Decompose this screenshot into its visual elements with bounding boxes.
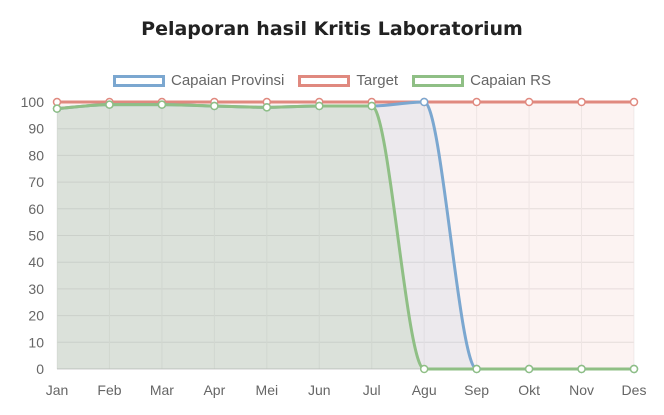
series-points [52, 97, 639, 374]
y-tick-label: 20 [28, 308, 44, 324]
x-tick-label: Nov [569, 382, 594, 398]
legend-item-target[interactable]: Target [298, 72, 398, 89]
legend-label: Capaian RS [470, 72, 551, 89]
x-tick-label: Des [622, 382, 647, 398]
x-tick-label: Jun [308, 382, 331, 398]
data-point-capaian-rs[interactable] [524, 364, 534, 374]
y-tick-label: 40 [28, 254, 44, 270]
x-axis-ticks: Jan Feb Mar Apr Mei Jun Jul Agu Sep Okt Nov Des [46, 382, 647, 398]
y-axis-ticks: 0 10 20 30 40 50 60 70 80 90 100 [21, 94, 45, 377]
data-point-target[interactable] [629, 97, 639, 107]
y-tick-label: 70 [28, 174, 44, 190]
data-point-target[interactable] [524, 97, 534, 107]
data-point-capaian-rs[interactable] [367, 101, 376, 111]
legend-swatch [298, 74, 351, 87]
x-tick-label: Mar [150, 382, 174, 398]
data-point-target[interactable] [577, 97, 586, 107]
data-point-target[interactable] [472, 97, 481, 107]
data-point-capaian-rs[interactable] [577, 364, 586, 374]
y-tick-label: 100 [21, 94, 45, 110]
data-point-capaian-rs[interactable] [262, 103, 272, 112]
series-area-target [57, 102, 634, 369]
series-area-capaian-provinsi [57, 102, 634, 369]
data-point-capaian-rs[interactable] [419, 364, 429, 374]
data-point-capaian-rs[interactable] [210, 101, 219, 111]
x-tick-label: Agu [412, 382, 437, 398]
data-point-capaian-rs[interactable] [629, 364, 639, 374]
x-tick-label: Sep [464, 382, 489, 398]
series-fills [57, 102, 634, 370]
chart-legend: Capaian Provinsi Target Capaian RS [0, 72, 664, 89]
x-tick-label: Feb [97, 382, 121, 398]
series-area-capaian-rs [57, 104, 634, 370]
y-tick-label: 10 [28, 334, 44, 350]
x-tick-label: Apr [203, 382, 225, 398]
data-point-capaian-rs[interactable] [52, 104, 62, 113]
x-tick-label: Jul [363, 382, 381, 398]
y-tick-label: 60 [28, 201, 44, 217]
legend-label: Target [356, 72, 399, 89]
legend-item-capaian-provinsi[interactable]: Capaian Provinsi [113, 72, 284, 89]
data-point-capaian-rs[interactable] [472, 364, 481, 374]
data-point-capaian-provinsi[interactable] [419, 97, 429, 107]
y-tick-label: 30 [28, 281, 44, 297]
legend-label: Capaian Provinsi [171, 72, 285, 89]
legend-swatch [412, 74, 465, 87]
chart-title: Pelaporan hasil Kritis Laboratorium [141, 18, 523, 40]
data-point-capaian-rs[interactable] [315, 101, 324, 111]
legend-swatch [113, 74, 165, 87]
y-tick-label: 50 [28, 228, 44, 244]
x-tick-label: Jan [46, 382, 69, 398]
x-tick-label: Mei [256, 382, 279, 398]
y-tick-label: 80 [28, 147, 44, 163]
y-tick-label: 0 [36, 361, 44, 377]
legend-item-capaian-rs[interactable]: Capaian RS [412, 72, 551, 89]
data-point-capaian-rs[interactable] [157, 100, 167, 109]
data-point-capaian-rs[interactable] [105, 100, 114, 109]
y-tick-label: 90 [28, 121, 44, 137]
x-tick-label: Okt [518, 382, 540, 398]
